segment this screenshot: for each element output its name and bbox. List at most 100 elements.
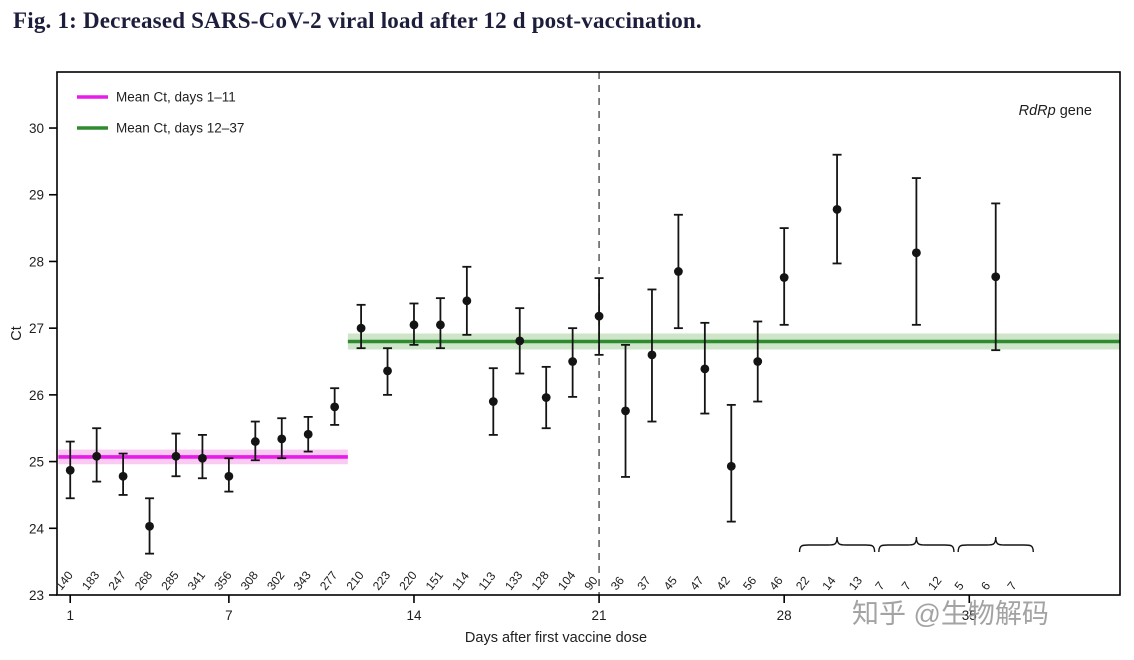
legend-label: Mean Ct, days 12–37 [116, 121, 244, 136]
sample-size-label: 285 [158, 568, 182, 593]
sample-size-label: 36 [608, 573, 627, 592]
data-point-day-22 [621, 343, 631, 478]
mean-ct-marker [171, 451, 181, 461]
mean-ct-marker [330, 402, 340, 412]
mean-ct-marker [515, 336, 525, 346]
mean-ct-marker [303, 429, 313, 439]
mean-ct-marker [92, 451, 102, 461]
mean-ct-marker [436, 320, 445, 330]
sample-size-label: 6 [978, 579, 993, 593]
data-point-day-13 [383, 347, 393, 396]
sample-size-label: 343 [291, 568, 315, 593]
sample-size-label: 223 [370, 568, 394, 593]
data-point-day-4 [145, 497, 155, 555]
data-point-day-30 [832, 153, 842, 265]
y-tick-label: 23 [29, 588, 44, 603]
sample-size-label: 308 [238, 568, 262, 593]
mean-ct-marker [488, 397, 498, 406]
y-tick-label: 26 [29, 388, 44, 403]
data-point-day-12 [356, 303, 366, 350]
sample-size-label: 45 [661, 573, 680, 592]
sample-size-label: 128 [529, 568, 553, 593]
sample-size-label: 56 [740, 573, 759, 592]
sample-size-label: 113 [476, 569, 499, 593]
data-point-day-26 [726, 403, 736, 523]
x-tick-label: 14 [406, 608, 422, 623]
y-tick-label: 25 [29, 455, 44, 470]
data-point-day-20 [568, 327, 578, 398]
x-tick-label: 35 [962, 608, 977, 623]
sample-size-label: 14 [819, 573, 838, 592]
sample-size-label: 183 [79, 568, 103, 593]
mean-ct-marker [462, 296, 472, 306]
data-point-day-5 [171, 432, 181, 478]
gene-annotation: RdRp gene [1019, 103, 1092, 119]
mean-ct-marker [832, 205, 842, 214]
data-point-day-8 [250, 420, 260, 462]
data-point-day-36 [991, 202, 1001, 352]
sample-size-label: 140 [53, 568, 77, 593]
sample-size-label: 7 [872, 579, 887, 593]
data-point-day-27 [753, 320, 763, 403]
data-point-day-1 [65, 440, 75, 500]
data-point-day-24 [673, 213, 683, 330]
bin-bracket [798, 536, 876, 553]
y-tick-label: 28 [29, 254, 44, 269]
sample-size-label: 114 [449, 569, 472, 593]
mean-ct-marker [224, 471, 234, 481]
sample-size-label: 247 [105, 568, 129, 593]
mean-ct-marker [541, 393, 551, 402]
y-tick-label: 29 [29, 188, 44, 203]
data-point-day-2 [92, 427, 102, 483]
x-tick-label: 21 [592, 608, 607, 623]
mean-ct-marker [753, 357, 763, 366]
sample-size-label: 5 [952, 579, 967, 593]
bin-bracket [878, 536, 955, 553]
sample-size-label: 22 [793, 573, 812, 592]
mean-ct-marker [277, 434, 287, 444]
sample-size-label: 46 [767, 573, 786, 592]
sample-size-label: 341 [185, 568, 209, 593]
sample-size-label: 104 [555, 568, 579, 593]
data-point-day-17 [488, 367, 498, 436]
data-point-day-14 [409, 302, 419, 346]
mean-ct-marker [674, 267, 683, 276]
data-point-day-25 [700, 321, 710, 415]
sample-size-label: 42 [714, 573, 733, 592]
mean-ct-marker [991, 272, 1001, 282]
legend-label: Mean Ct, days 1–11 [116, 90, 236, 105]
sample-size-label: 12 [925, 573, 944, 592]
x-tick-label: 1 [66, 608, 74, 623]
sample-size-label: 37 [634, 573, 653, 592]
mean-ct-marker [198, 453, 207, 463]
data-point-day-18 [515, 307, 525, 375]
sample-size-label: 268 [132, 568, 156, 593]
data-point-day-15 [435, 297, 445, 350]
mean-ct-marker [621, 406, 630, 416]
y-tick-label: 27 [29, 321, 44, 336]
mean-ct-marker [647, 350, 657, 360]
data-point-day-11 [330, 387, 340, 426]
y-tick-label: 30 [29, 121, 44, 136]
data-point-day-7 [224, 457, 234, 493]
data-point-day-9 [277, 417, 287, 460]
data-point-day-19 [541, 365, 551, 430]
sample-size-label: 7 [1004, 579, 1019, 593]
data-point-day-16 [462, 265, 472, 336]
bin-bracket [957, 536, 1034, 553]
data-point-day-33 [911, 177, 921, 326]
mean-ct-marker [779, 273, 789, 282]
mean-ct-marker [911, 248, 921, 258]
data-point-day-23 [647, 288, 657, 423]
sample-size-label: 7 [899, 579, 914, 593]
data-point-day-10 [303, 415, 313, 453]
mean-ct-marker [568, 357, 578, 366]
mean-ct-marker [700, 364, 710, 374]
sample-size-label: 302 [264, 568, 288, 593]
mean-ct-marker [594, 311, 604, 321]
data-point-day-6 [197, 433, 207, 480]
mean-ct-marker [383, 366, 392, 376]
sample-size-label: 13 [846, 573, 865, 592]
